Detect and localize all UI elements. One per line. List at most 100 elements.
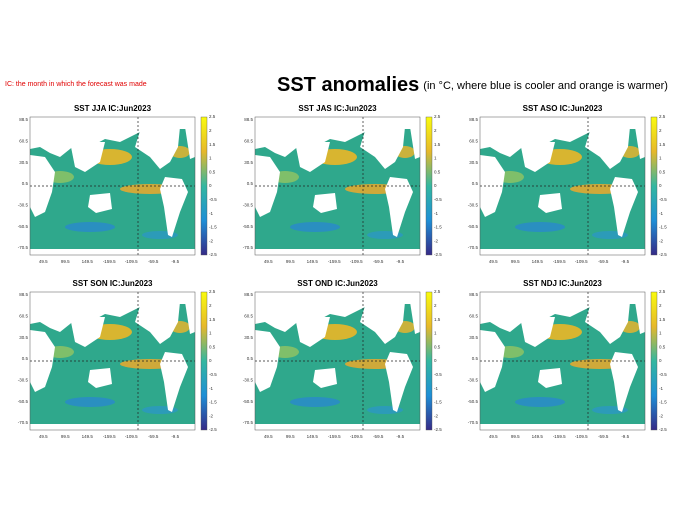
y-tick-label: -30.5 bbox=[243, 378, 254, 383]
colorbar-label: 0.5 bbox=[659, 344, 666, 349]
y-tick-label: 30.5 bbox=[19, 160, 28, 165]
colorbar-label: 1.5 bbox=[434, 142, 441, 147]
y-tick-label: 0.5 bbox=[22, 356, 29, 361]
colorbar-label: -1 bbox=[659, 211, 663, 216]
y-tick-label: -50.5 bbox=[243, 224, 254, 229]
y-tick-label: -70.5 bbox=[243, 420, 254, 425]
colorbar-label: -1.5 bbox=[209, 225, 217, 230]
y-tick-label: -50.5 bbox=[243, 399, 254, 404]
colorbar-label: 1.5 bbox=[209, 142, 216, 147]
colorbar-label: -1 bbox=[209, 386, 213, 391]
y-tick-label: 30.5 bbox=[244, 160, 253, 165]
x-tick-label: -109.5 bbox=[575, 434, 588, 439]
sst-map bbox=[255, 117, 420, 255]
panel-title: SST SON IC:Jun2023 bbox=[72, 279, 153, 288]
colorbar-label: 1 bbox=[209, 156, 212, 161]
colorbar-label: -0.5 bbox=[209, 372, 217, 377]
x-tick-label: 49.5 bbox=[264, 434, 273, 439]
panel-title: SST JAS IC:Jun2023 bbox=[298, 104, 377, 113]
y-tick-label: 88.5 bbox=[19, 292, 28, 297]
colorbar-label: 1.5 bbox=[659, 317, 666, 322]
x-tick-label: 149.5 bbox=[532, 259, 544, 264]
y-tick-label: 30.5 bbox=[469, 160, 478, 165]
y-tick-label: 60.5 bbox=[469, 139, 478, 144]
colorbar-label: 2 bbox=[209, 128, 212, 133]
heading: SST anomalies (in °C, where blue is coole… bbox=[277, 74, 668, 96]
colorbar-label: 0 bbox=[659, 183, 662, 188]
y-tick-label: 0.5 bbox=[22, 181, 29, 186]
y-tick-label: -50.5 bbox=[468, 399, 479, 404]
colorbar-label: -0.5 bbox=[209, 197, 217, 202]
colorbar-label: 2 bbox=[209, 303, 212, 308]
colorbar-label: -2.5 bbox=[659, 427, 667, 432]
y-tick-label: 30.5 bbox=[469, 335, 478, 340]
colorbar-label: 2.5 bbox=[659, 289, 666, 294]
colorbar-label: 0 bbox=[434, 183, 437, 188]
colorbar-label: 2 bbox=[659, 128, 662, 133]
x-tick-label: -9.5 bbox=[621, 259, 629, 264]
y-tick-label: -50.5 bbox=[18, 399, 29, 404]
y-tick-label: 60.5 bbox=[19, 314, 28, 319]
colorbar-label: -1.5 bbox=[659, 400, 667, 405]
x-tick-label: -59.5 bbox=[373, 259, 384, 264]
y-tick-label: 30.5 bbox=[19, 335, 28, 340]
sst-map bbox=[480, 117, 645, 255]
subtitle: (in °C, where blue is cooler and orange … bbox=[423, 80, 668, 92]
colorbar-label: -1 bbox=[434, 386, 438, 391]
colorbar bbox=[200, 291, 208, 431]
map-frame bbox=[254, 116, 421, 256]
x-tick-label: -9.5 bbox=[621, 434, 629, 439]
x-tick-label: -109.5 bbox=[350, 259, 363, 264]
colorbar-label: -2 bbox=[434, 238, 438, 243]
y-tick-label: -70.5 bbox=[243, 245, 254, 250]
colorbar-label: 2.5 bbox=[659, 114, 666, 119]
x-tick-label: -159.5 bbox=[553, 434, 566, 439]
colorbar-label: -2 bbox=[434, 413, 438, 418]
panel-title: SST OND IC:Jun2023 bbox=[297, 279, 378, 288]
colorbar-label: -1 bbox=[659, 386, 663, 391]
colorbar-label: -2 bbox=[659, 413, 663, 418]
x-tick-label: -59.5 bbox=[598, 259, 609, 264]
y-tick-label: 88.5 bbox=[244, 117, 253, 122]
colorbar-label: -1 bbox=[209, 211, 213, 216]
panel-title: SST NDJ IC:Jun2023 bbox=[523, 279, 602, 288]
panel-title: SST JJA IC:Jun2023 bbox=[74, 104, 152, 113]
colorbar-label: 1 bbox=[209, 331, 212, 336]
title: SST anomalies bbox=[277, 74, 419, 96]
x-tick-label: -109.5 bbox=[575, 259, 588, 264]
colorbar-label: 0 bbox=[209, 358, 212, 363]
y-tick-label: -30.5 bbox=[18, 203, 29, 208]
y-tick-label: 0.5 bbox=[472, 181, 479, 186]
y-tick-label: 60.5 bbox=[244, 139, 253, 144]
map-frame bbox=[29, 291, 196, 431]
x-tick-label: -159.5 bbox=[328, 434, 341, 439]
y-tick-label: 88.5 bbox=[469, 292, 478, 297]
x-tick-label: 49.5 bbox=[39, 434, 48, 439]
x-tick-label: -159.5 bbox=[103, 434, 116, 439]
colorbar bbox=[650, 291, 658, 431]
colorbar-label: -0.5 bbox=[434, 372, 442, 377]
colorbar-label: -2.5 bbox=[209, 427, 217, 432]
colorbar-label: 2.5 bbox=[434, 114, 441, 119]
x-tick-label: -59.5 bbox=[148, 434, 159, 439]
colorbar bbox=[200, 116, 208, 256]
y-tick-label: -70.5 bbox=[468, 245, 479, 250]
y-tick-label: -30.5 bbox=[243, 203, 254, 208]
colorbar-label: 2.5 bbox=[209, 114, 216, 119]
y-tick-label: -70.5 bbox=[18, 420, 29, 425]
colorbar-label: -2.5 bbox=[434, 427, 442, 432]
x-tick-label: 99.5 bbox=[511, 259, 520, 264]
y-tick-label: -50.5 bbox=[468, 224, 479, 229]
y-tick-label: 88.5 bbox=[244, 292, 253, 297]
panel-title: SST ASO IC:Jun2023 bbox=[523, 104, 603, 113]
colorbar-label: -2.5 bbox=[434, 252, 442, 257]
colorbar-label: 2.5 bbox=[209, 289, 216, 294]
colorbar-label: 1 bbox=[434, 156, 437, 161]
colorbar-label: 1 bbox=[659, 331, 662, 336]
x-tick-label: 99.5 bbox=[61, 434, 70, 439]
map-frame bbox=[254, 291, 421, 431]
x-tick-label: 149.5 bbox=[82, 434, 94, 439]
x-tick-label: -59.5 bbox=[373, 434, 384, 439]
colorbar-label: 1.5 bbox=[659, 142, 666, 147]
